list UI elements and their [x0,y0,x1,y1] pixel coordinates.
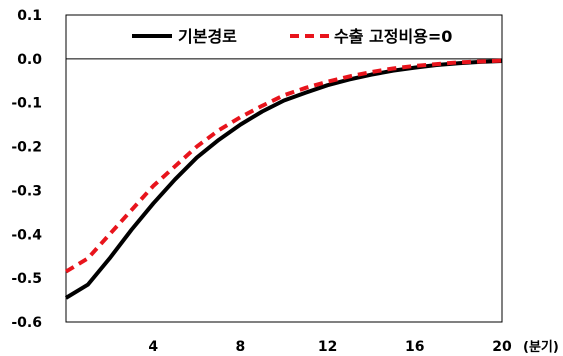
y-tick-label: 0.1 [17,8,42,24]
series-line-1 [64,59,503,300]
y-tick-label: -0.2 [11,140,42,156]
y-tick-label: -0.1 [11,96,42,112]
x-tick-label: 12 [318,339,337,355]
y-tick-label: -0.3 [11,183,42,199]
x-axis-unit: (분기) [523,340,559,355]
x-tick-label: 8 [236,339,246,355]
legend-item-series-1: 기본경로 [132,27,237,46]
legend-item-series-2: 수출 고정비용=0 [290,27,452,46]
y-tick-label: -0.4 [11,227,42,243]
plot-frame [65,14,503,323]
legend: 기본경로 수출 고정비용=0 [132,27,452,46]
x-tick-label: 16 [405,339,424,355]
y-axis: 0.1 0.0 -0.1 -0.2 -0.3 -0.4 -0.5 -0.6 [11,8,42,331]
y-tick-label: -0.5 [11,271,42,287]
series-layer [64,58,503,300]
x-tick-label: 20 [492,339,512,355]
legend-label-series-1: 기본경로 [178,27,237,46]
y-tick-label: -0.6 [11,315,42,331]
x-axis: 4 8 12 16 20 [148,339,512,355]
legend-label-series-2: 수출 고정비용=0 [334,27,452,46]
x-tick-label: 4 [148,339,158,355]
y-tick-label: 0.0 [17,52,42,68]
